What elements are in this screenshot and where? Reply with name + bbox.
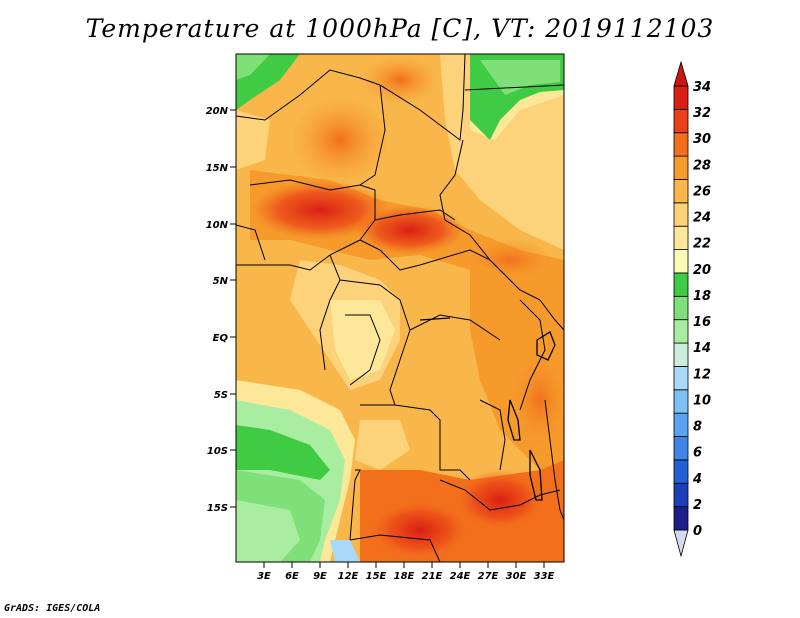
- colorbar-segment: [673, 132, 689, 157]
- colorbar-segment: [673, 272, 689, 297]
- lat-tick-10n: 10N: [206, 220, 236, 231]
- colorbar-segment: [673, 85, 689, 110]
- svg-text:6E: 6E: [285, 571, 299, 582]
- svg-text:15E: 15E: [366, 571, 387, 582]
- colorbar-segments: [673, 85, 689, 531]
- lat-tick-eq: EQ: [213, 333, 236, 344]
- svg-text:3E: 3E: [257, 571, 271, 582]
- lat-tick-15s: 15S: [207, 503, 236, 514]
- colorbar-label: 16: [693, 315, 711, 330]
- colorbar-segment: [673, 225, 689, 250]
- lon-tick-24e: 24E: [450, 562, 471, 582]
- colorbar-label: 22: [693, 237, 711, 252]
- lon-tick-6e: 6E: [285, 562, 299, 582]
- colorbar-segment: [673, 202, 689, 227]
- svg-text:27E: 27E: [478, 571, 499, 582]
- svg-text:9E: 9E: [313, 571, 327, 582]
- svg-text:5S: 5S: [214, 390, 228, 401]
- temperature-field: [236, 54, 564, 562]
- svg-text:10S: 10S: [207, 446, 228, 457]
- lon-tick-9e: 9E: [313, 562, 327, 582]
- lon-tick-33e: 33E: [534, 562, 555, 582]
- colorbar-label: 6: [693, 446, 702, 461]
- svg-text:24E: 24E: [450, 571, 471, 582]
- lon-tick-21e: 21E: [422, 562, 443, 582]
- colorbar-segment: [673, 295, 689, 321]
- svg-text:5N: 5N: [213, 276, 229, 287]
- colorbar-over-arrow: [673, 60, 689, 87]
- colorbar-label: 2: [693, 498, 702, 513]
- colorbar-segment: [673, 389, 689, 414]
- colorbar-segment: [673, 436, 689, 461]
- svg-text:30E: 30E: [506, 571, 527, 582]
- map-title: Temperature at 1000hPa [C], VT: 20191121…: [85, 14, 715, 43]
- colorbar-under-arrow: [673, 529, 689, 558]
- colorbar-segment: [673, 108, 689, 134]
- map-frame: [235, 53, 565, 563]
- svg-text:15S: 15S: [207, 503, 228, 514]
- colorbar-segment: [673, 319, 689, 344]
- lat-tick-15n: 15N: [206, 163, 236, 174]
- colorbar-segment: [673, 155, 689, 180]
- colorbar-segment: [673, 249, 689, 274]
- colorbar-segment: [673, 482, 689, 508]
- lat-tick-20n: 20N: [206, 106, 236, 117]
- lon-tick-30e: 30E: [506, 562, 527, 582]
- colorbar-label: 8: [693, 420, 702, 435]
- colorbar-label: 4: [692, 472, 702, 487]
- lat-tick-5n: 5N: [213, 276, 236, 287]
- colorbar-label: 34: [693, 80, 711, 95]
- colorbar-label: 0: [693, 524, 702, 539]
- longitude-axis: 3E 6E 9E 12E 15E 18E 21E 24E 27E 30E 33E: [257, 562, 555, 582]
- lat-tick-5s: 5S: [214, 390, 236, 401]
- colorbar-segment: [673, 179, 689, 204]
- colorbar-label: 24: [693, 211, 711, 226]
- colorbar-label: 12: [693, 367, 711, 382]
- svg-text:21E: 21E: [422, 571, 443, 582]
- lat-tick-10s: 10S: [207, 446, 236, 457]
- svg-text:10N: 10N: [206, 220, 229, 231]
- colorbar-label: 32: [693, 106, 711, 121]
- colorbar-label: 26: [693, 184, 711, 199]
- colorbar-segment: [673, 366, 689, 391]
- svg-text:12E: 12E: [338, 571, 359, 582]
- lon-tick-15e: 15E: [366, 562, 387, 582]
- latitude-axis: 20N 15N 10N 5N EQ 5S 10S 15S: [206, 106, 236, 514]
- svg-text:20N: 20N: [206, 106, 229, 117]
- colorbar-segment: [673, 342, 689, 367]
- colorbar-label: 14: [693, 341, 711, 356]
- colorbar-label: 28: [693, 158, 711, 173]
- country-borders: [236, 54, 564, 562]
- colorbar-label: 18: [693, 289, 711, 304]
- lon-tick-12e: 12E: [338, 562, 359, 582]
- svg-text:15N: 15N: [206, 163, 229, 174]
- colorbar-label: 20: [693, 263, 711, 278]
- colorbar-segment: [673, 459, 689, 484]
- lakes: [419, 317, 556, 501]
- lon-tick-27e: 27E: [478, 562, 499, 582]
- lon-tick-18e: 18E: [394, 562, 415, 582]
- lon-tick-3e: 3E: [257, 562, 271, 582]
- colorbar-segment: [673, 506, 689, 531]
- svg-text:33E: 33E: [534, 571, 555, 582]
- svg-text:EQ: EQ: [213, 333, 229, 344]
- colorbar-segment: [673, 412, 689, 437]
- svg-text:18E: 18E: [394, 571, 415, 582]
- grads-credit: GrADS: IGES/COLA: [4, 603, 101, 614]
- colorbar-label: 10: [693, 393, 711, 408]
- colorbar-label: 30: [693, 132, 711, 147]
